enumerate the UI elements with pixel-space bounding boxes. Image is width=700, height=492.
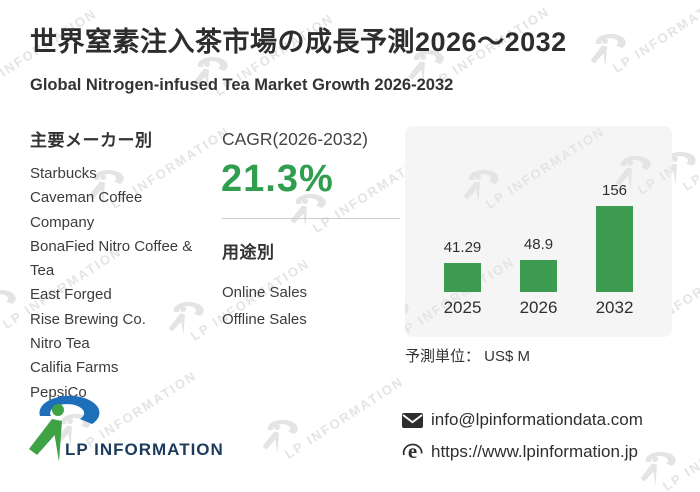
bar-chart-card: LP INFORMATION LP INFORMATION LP INFORMATI… bbox=[405, 126, 672, 337]
website-row: e https://www.lpinformation.jp bbox=[402, 441, 643, 462]
bar-group: 48.9 2026 bbox=[509, 236, 569, 318]
lp-information-watermark: LP INFORMATION bbox=[590, 0, 700, 76]
manufacturer-item: Nitro Tea bbox=[30, 335, 90, 353]
logo-swoosh bbox=[39, 395, 100, 424]
lp-information-watermark: LP INFORMATION bbox=[0, 244, 124, 332]
applications-heading: 用途別 bbox=[222, 243, 275, 262]
logo-wordmark: LP INFORMATION bbox=[65, 440, 224, 459]
bar bbox=[520, 260, 557, 292]
bar-category-label: 2025 bbox=[443, 298, 482, 317]
lp-information-watermark: LP INFORMATION bbox=[640, 406, 700, 492]
bar-value-label: 48.9 bbox=[523, 236, 554, 253]
manufacturer-item: Starbucks bbox=[30, 165, 97, 182]
bar-value-label: 41.29 bbox=[443, 239, 482, 256]
website-link[interactable]: https://www.lpinformation.jp bbox=[431, 441, 638, 461]
manufacturers-list: Starbucks Caveman Coffee Company BonaFied … bbox=[30, 162, 208, 405]
lp-information-logo-graphic: LP INFORMATION bbox=[29, 395, 224, 462]
applications-list: Online Sales Offline Sales bbox=[222, 280, 307, 333]
browser-e-icon: e bbox=[402, 441, 423, 462]
svg-text:e: e bbox=[408, 441, 417, 462]
logo-head-dot bbox=[52, 404, 64, 416]
email-link[interactable]: info@lpinformationdata.com bbox=[431, 410, 643, 429]
cagr-label: CAGR(2026-2032) bbox=[222, 129, 368, 149]
contact-block: info@lpinformationdata.com e https://www… bbox=[402, 410, 643, 473]
logo-arm bbox=[29, 419, 61, 455]
lp-information-watermark: LP INFORMATION bbox=[262, 374, 406, 462]
bar-group: 41.29 2025 bbox=[433, 239, 493, 318]
lp-information-logo: LP INFORMATION bbox=[28, 392, 240, 471]
manufacturers-heading: 主要メーカー別 bbox=[30, 131, 153, 150]
bar bbox=[444, 263, 481, 292]
bar-category-label: 2026 bbox=[519, 298, 558, 317]
page-title-english: Global Nitrogen-infused Tea Market Growt… bbox=[30, 76, 454, 94]
application-item: Offline Sales bbox=[222, 310, 307, 328]
forecast-unit-note: 予測単位： US$ M bbox=[405, 348, 531, 365]
email-row: info@lpinformationdata.com bbox=[402, 410, 643, 430]
envelope-icon bbox=[402, 412, 423, 428]
bar-chart: 41.29 2025 48.9 2026 156 2032 bbox=[405, 182, 672, 318]
manufacturer-item: BonaFied Nitro Coffee & Tea bbox=[30, 237, 193, 280]
bar-group: 156 2032 bbox=[585, 182, 645, 318]
cagr-value: 21.3% bbox=[221, 158, 334, 200]
section-divider bbox=[222, 218, 400, 219]
manufacturer-item: Rise Brewing Co. bbox=[30, 310, 146, 328]
manufacturer-item: Califia Farms bbox=[30, 359, 119, 377]
manufacturer-item: Caveman Coffee Company bbox=[30, 189, 143, 231]
bar-value-label: 156 bbox=[601, 182, 628, 199]
manufacturer-item: East Forged bbox=[30, 286, 112, 304]
application-item: Online Sales bbox=[222, 284, 308, 301]
bar-category-label: 2032 bbox=[595, 298, 634, 317]
page-title-japanese: 世界窒素注入茶市場の成長予測2026～2032 bbox=[30, 27, 567, 57]
bar bbox=[596, 206, 633, 292]
